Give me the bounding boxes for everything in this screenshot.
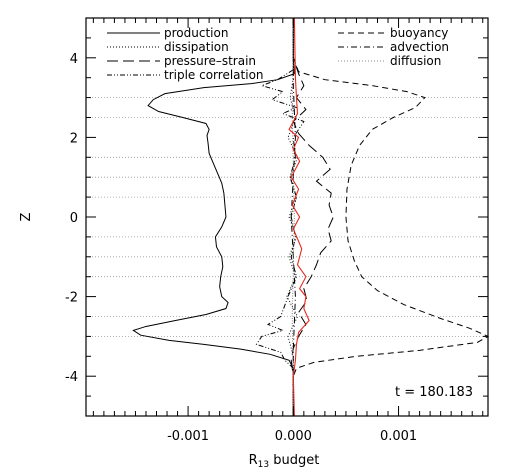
horizontal-gridlines — [86, 97, 488, 337]
y-tick-label: 0 — [70, 211, 78, 226]
axis-ticks: -4 -2 0 2 4 -0.001 0.000 0.001 — [65, 17, 488, 444]
legend-label-production: production — [164, 26, 228, 40]
y-tick-label: -4 — [65, 370, 78, 385]
y-axis-title: Z — [19, 212, 34, 221]
y-tick-label: 4 — [70, 52, 78, 67]
series-line-dissipation — [286, 18, 299, 416]
x-tick-label: 0.001 — [380, 429, 417, 444]
x-axis-title-main: R — [249, 453, 258, 468]
series-line-advection — [290, 18, 296, 416]
series-line-buoyancy — [292, 18, 490, 416]
y-tick-label: 2 — [70, 131, 78, 146]
legend-label-diffusion: diffusion — [390, 54, 441, 68]
legend-label-dissipation: dissipation — [164, 40, 229, 54]
legend-label-buoyancy: buoyancy — [390, 26, 448, 40]
x-axis-title-subscript: 13 — [258, 460, 269, 470]
legend: production dissipation pressure–strain t… — [107, 26, 449, 82]
y-tick-label: -2 — [65, 291, 78, 306]
x-tick-label: 0.000 — [275, 429, 312, 444]
time-annotation: t = 180.183 — [395, 385, 473, 400]
x-axis-title-rest: budget — [269, 453, 319, 468]
series-line-production — [132, 18, 295, 416]
x-axis-title: R13 budget — [249, 453, 320, 470]
legend-label-pressure-strain: pressure–strain — [164, 54, 256, 68]
series-lines — [132, 17, 490, 417]
series-line-red — [288, 17, 310, 417]
legend-label-triple-correlation: triple correlation — [164, 68, 264, 82]
x-tick-label: -0.001 — [167, 429, 209, 444]
legend-label-advection: advection — [390, 40, 449, 54]
